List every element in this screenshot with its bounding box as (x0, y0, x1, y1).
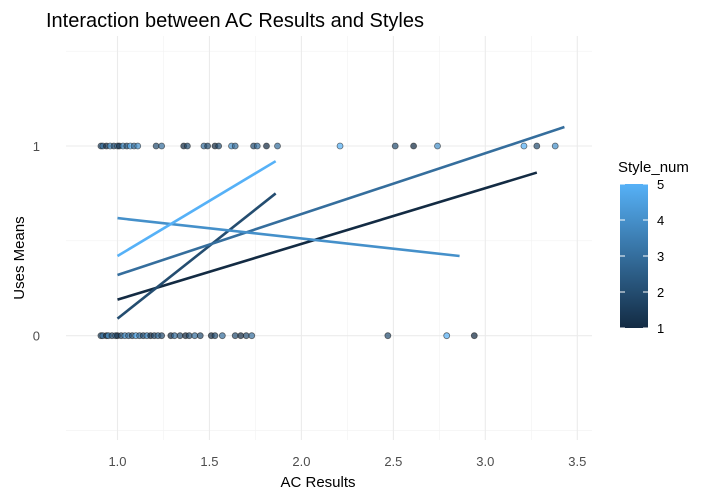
colorbar-ticks: 1 2 3 4 5 (620, 177, 664, 336)
data-point (242, 332, 250, 340)
data-point (158, 142, 166, 150)
series-line-style-4 (117, 216, 460, 258)
colorbar-tick-label: 4 (657, 213, 664, 228)
chart-title: Interaction between AC Results and Style… (46, 10, 424, 32)
legend: Style_num 1 2 3 4 5 (618, 159, 689, 336)
colorbar-tick-label: 3 (657, 249, 664, 264)
data-point (204, 142, 212, 150)
data-point (231, 332, 239, 340)
colorbar-tick-label: 1 (657, 321, 664, 336)
colorbar-tick-label: 2 (657, 285, 664, 300)
grid (66, 36, 592, 440)
data-point (211, 332, 219, 340)
data-point (171, 332, 178, 340)
data-point (183, 142, 191, 150)
data-point (384, 332, 392, 340)
data-point (191, 332, 199, 340)
x-tick-label: 2.5 (384, 454, 402, 469)
x-axis-label: AC Results (280, 474, 355, 491)
y-axis-label: Uses Means (11, 216, 28, 299)
series-line-style-3 (117, 125, 565, 277)
data-point (134, 142, 142, 150)
series-line-style-5 (116, 160, 277, 258)
series-lines (116, 125, 565, 320)
y-axis-ticks: 01 (33, 139, 40, 344)
data-point (551, 142, 559, 150)
data-point (410, 142, 418, 150)
x-tick-label: 2.0 (292, 454, 310, 469)
data-point (176, 332, 184, 340)
x-tick-label: 1.0 (108, 454, 126, 469)
x-tick-label: 3.5 (568, 454, 586, 469)
data-point (391, 142, 399, 150)
series-line-style-1 (117, 171, 538, 301)
x-axis-ticks: 1.0 1.5 2.0 2.5 3.0 3.5 (108, 454, 586, 469)
data-point (185, 332, 193, 340)
data-point (158, 332, 166, 340)
data-point (263, 142, 270, 150)
colorbar-tick-label: 5 (657, 177, 664, 192)
data-point (520, 142, 528, 150)
x-tick-label: 1.5 (200, 454, 218, 469)
data-point (218, 332, 226, 340)
data-point (231, 142, 239, 150)
data-point (533, 142, 541, 150)
data-point (336, 142, 344, 150)
data-point (215, 142, 223, 150)
x-tick-label: 3.0 (476, 454, 494, 469)
data-point (274, 142, 281, 150)
data-point (253, 142, 261, 150)
y-tick-label: 0 (33, 329, 40, 344)
series-line-style-2 (116, 192, 277, 320)
data-points (97, 142, 559, 340)
data-point (470, 332, 478, 340)
y-tick-label: 1 (33, 139, 40, 154)
data-point (434, 142, 441, 150)
data-point (196, 332, 204, 340)
legend-title: Style_num (618, 159, 689, 176)
data-point (443, 332, 451, 340)
data-point (237, 332, 245, 340)
data-point (248, 332, 256, 340)
data-point (152, 142, 160, 150)
